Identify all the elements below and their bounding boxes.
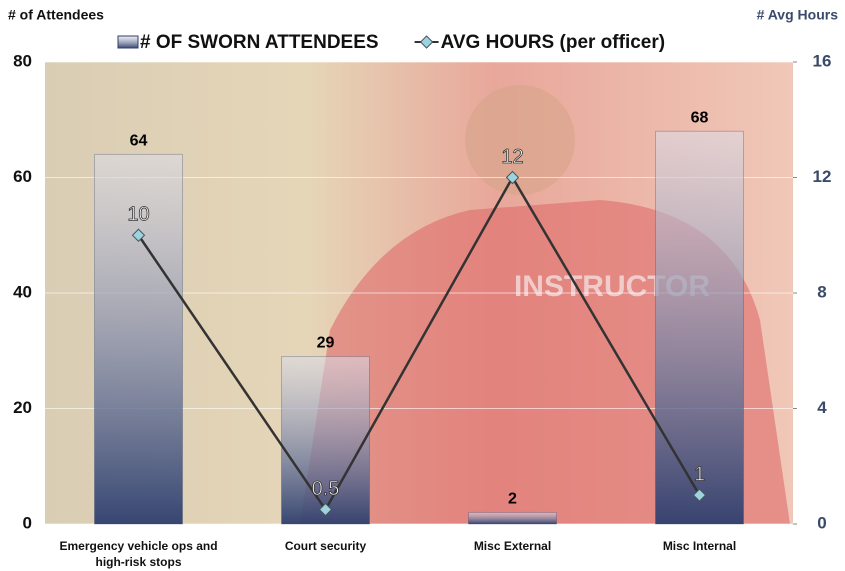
bar: [468, 511, 557, 525]
line-marker: [505, 170, 520, 185]
bar-value-label: 2: [508, 491, 517, 508]
y-tick-label: 20: [13, 398, 32, 417]
legend-swatch: [117, 35, 139, 49]
x-tick-label: Misc External: [473, 539, 552, 553]
bar-value-label: 64: [130, 133, 148, 150]
line-marker: [692, 488, 707, 502]
y-tick-label: 0: [23, 513, 32, 532]
x-tick-label: Emergency vehicle ops and high-risk stop…: [59, 539, 218, 569]
y2-axis-title: # Avg Hours: [757, 7, 839, 23]
y2-tick-label: 8: [817, 282, 826, 301]
photo-head: [465, 85, 575, 195]
bar: [655, 130, 744, 525]
line-value-label: 1: [694, 463, 705, 485]
line-value-label: 12: [501, 146, 523, 168]
y2-tick-label: 0: [817, 513, 826, 532]
legend-label: AVG HOURS (per officer): [441, 32, 666, 53]
y-tick-label: 40: [13, 282, 32, 301]
line-value-label: 0.5: [312, 478, 340, 500]
x-tick-label: Misc Internal: [662, 539, 737, 553]
x-tick-label: Court security: [284, 539, 367, 553]
y-axis-title: # of Attendees: [8, 7, 104, 23]
line: [137, 174, 701, 512]
bar-value-label: 68: [691, 110, 709, 127]
y-tick-label: 80: [13, 51, 32, 70]
y2-tick-label: 4: [817, 398, 827, 417]
line-value-label: 10: [127, 204, 149, 226]
y2-tick-label: 12: [813, 167, 832, 186]
line-marker: [131, 228, 146, 242]
bar: [281, 356, 370, 525]
y-tick-label: 60: [13, 167, 32, 186]
line-marker: [318, 502, 333, 517]
bar: [94, 153, 183, 525]
bar-value-label: 29: [317, 335, 335, 352]
y2-tick-label: 16: [813, 51, 832, 70]
legend-label: # OF SWORN ATTENDEES: [140, 32, 379, 53]
legend-marker: [419, 35, 434, 49]
